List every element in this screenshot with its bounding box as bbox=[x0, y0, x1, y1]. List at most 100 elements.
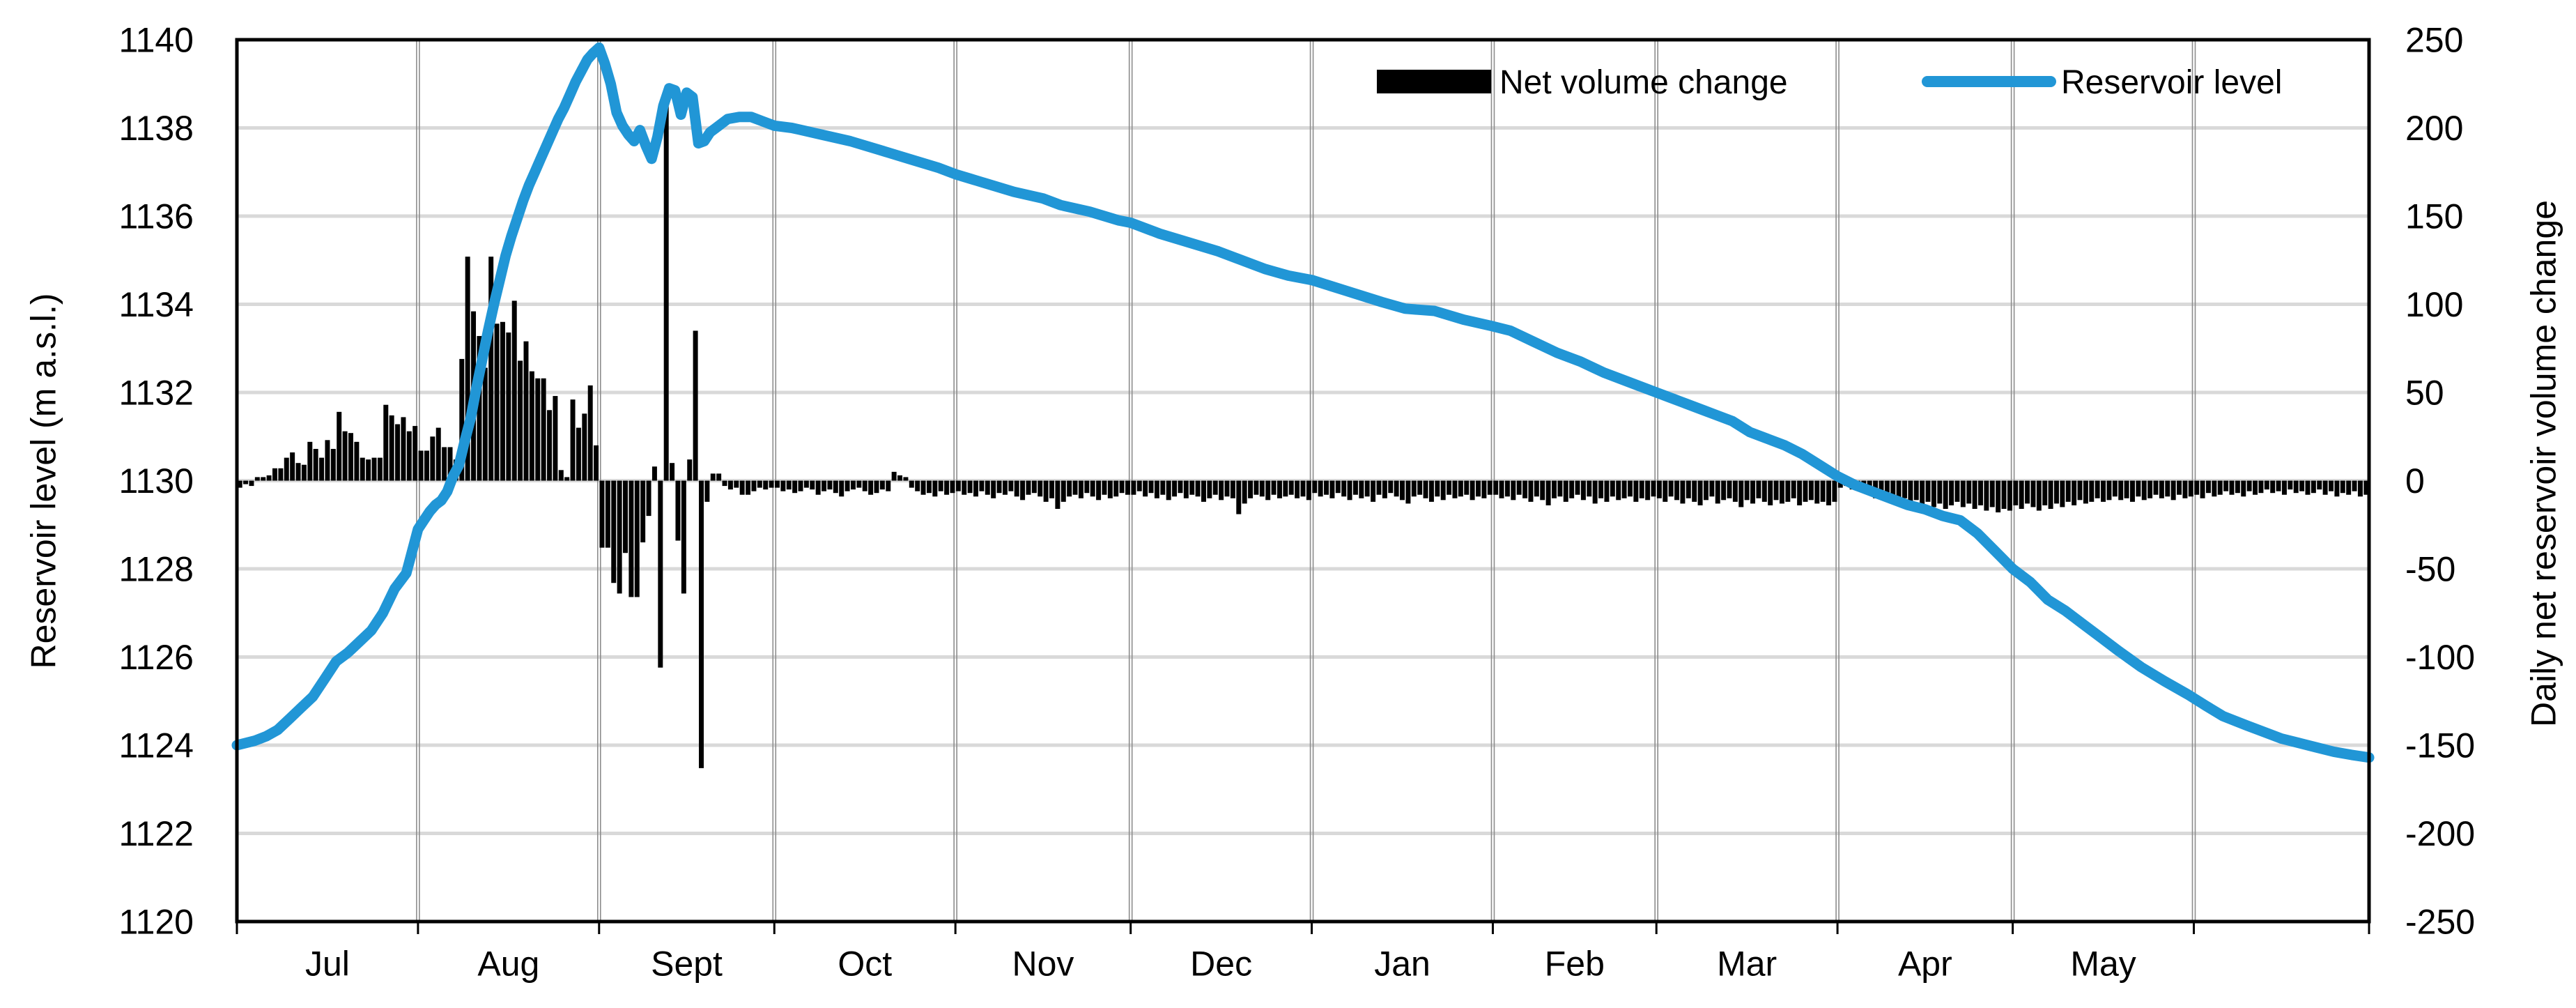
bar-net-volume-day bbox=[2095, 480, 2100, 498]
bar-net-volume-day bbox=[1820, 480, 1826, 502]
bar-net-volume-day bbox=[506, 332, 511, 481]
bar-net-volume-day bbox=[424, 450, 429, 481]
bar-net-volume-day bbox=[1516, 480, 1522, 495]
bar-net-volume-day bbox=[482, 367, 488, 481]
bar-net-volume-day bbox=[1423, 480, 1428, 498]
bar-net-volume-day bbox=[1300, 480, 1306, 497]
bar-net-volume-day bbox=[1709, 480, 1715, 497]
bar-net-volume-day bbox=[611, 480, 617, 583]
bar-net-volume-day bbox=[2048, 480, 2053, 509]
bar-net-volume-day bbox=[1931, 480, 1936, 507]
bar-net-volume-day bbox=[1633, 480, 1639, 502]
bar-net-volume-day bbox=[1160, 480, 1166, 495]
bar-net-volume-day bbox=[1031, 480, 1037, 494]
bar-net-volume-day bbox=[1049, 480, 1054, 498]
bar-net-volume-day bbox=[2317, 480, 2322, 490]
bar-net-volume-day bbox=[1055, 480, 1061, 509]
bar-net-volume-day bbox=[354, 441, 360, 481]
bar-net-volume-day bbox=[1405, 480, 1411, 504]
bar-net-volume-day bbox=[2258, 480, 2264, 494]
bar-net-volume-day bbox=[1084, 480, 1090, 494]
bar-net-volume-day bbox=[1884, 480, 1890, 501]
legend: Net volume change Reservoir level bbox=[1377, 64, 2282, 101]
bar-net-volume-day bbox=[2001, 480, 2007, 509]
bar-net-volume-day bbox=[2007, 480, 2012, 511]
bar-net-volume-day bbox=[1352, 480, 1358, 495]
bar-net-volume-day bbox=[1236, 480, 1242, 514]
bar-net-volume-day bbox=[651, 466, 657, 481]
bar-net-volume-day bbox=[360, 457, 365, 481]
right-axis-tick-label: 150 bbox=[2405, 197, 2463, 236]
bar-net-volume-day bbox=[1832, 480, 1837, 502]
x-axis-month-label: Oct bbox=[838, 945, 892, 984]
bar-net-volume-day bbox=[2357, 480, 2363, 497]
bar-net-volume-day bbox=[844, 480, 850, 491]
bar-net-volume-day bbox=[2065, 480, 2071, 502]
bar-net-volume-day bbox=[1189, 480, 1195, 495]
bar-net-volume-day bbox=[1826, 480, 1832, 505]
bar-net-volume-day bbox=[950, 480, 955, 494]
bar-net-volume-day bbox=[2101, 480, 2106, 502]
bar-net-volume-day bbox=[1259, 480, 1265, 497]
bar-net-volume-day bbox=[1803, 480, 1808, 502]
bar-net-volume-day bbox=[1908, 480, 1913, 504]
bar-net-volume-day bbox=[798, 480, 803, 491]
bar-net-volume-day bbox=[1528, 480, 1534, 502]
bar-net-volume-day bbox=[1136, 480, 1142, 491]
reservoir-level-polyline bbox=[231, 42, 2375, 763]
bar-net-volume-day bbox=[2188, 480, 2193, 497]
bar-net-volume-day bbox=[1797, 480, 1803, 505]
bar-net-volume-day bbox=[1686, 480, 1691, 498]
bar-net-volume-day bbox=[1020, 480, 1026, 501]
bar-net-volume-day bbox=[342, 431, 348, 481]
bar-net-volume-day bbox=[278, 468, 284, 481]
bar-net-volume-day bbox=[535, 378, 541, 481]
legend-bar-swatch bbox=[1377, 70, 1491, 93]
bar-net-volume-day bbox=[962, 480, 967, 495]
bar-net-volume-day bbox=[2311, 480, 2316, 494]
bar-net-volume-day bbox=[1347, 480, 1352, 501]
right-axis-tick-label: -200 bbox=[2405, 814, 2475, 853]
bar-net-volume-day bbox=[1674, 480, 1680, 501]
bar-net-volume-day bbox=[1329, 480, 1335, 498]
legend-bar-label: Net volume change bbox=[1499, 64, 1788, 101]
bar-net-volume-day bbox=[2346, 480, 2352, 495]
bar-net-volume-day bbox=[792, 480, 798, 494]
bar-net-volume-day bbox=[500, 321, 505, 481]
bar-net-volume-day bbox=[1511, 480, 1516, 501]
bar-net-volume-day bbox=[2025, 480, 2030, 504]
bar-net-volume-day bbox=[1212, 480, 1218, 495]
bar-net-volume-day bbox=[307, 441, 313, 481]
bar-net-volume-day bbox=[932, 480, 938, 497]
bar-net-volume-day bbox=[2276, 480, 2281, 491]
bar-net-volume-day bbox=[967, 480, 973, 494]
bar-net-volume-day bbox=[401, 417, 406, 481]
bar-net-volume-day bbox=[822, 480, 827, 491]
bar-net-volume-day bbox=[628, 480, 634, 597]
bar-net-volume-day bbox=[623, 480, 628, 553]
bar-net-volume-day bbox=[915, 480, 920, 491]
bar-net-volume-day bbox=[763, 480, 769, 490]
bar-net-volume-day bbox=[447, 447, 453, 481]
bar-net-volume-day bbox=[1680, 480, 1686, 504]
bar-net-volume-day bbox=[704, 480, 710, 502]
bar-net-volume-day bbox=[1265, 480, 1271, 501]
bar-net-volume-day bbox=[1096, 480, 1102, 501]
bar-net-volume-day bbox=[1072, 480, 1078, 495]
bar-net-volume-day bbox=[330, 448, 336, 481]
bar-net-volume-day bbox=[1154, 480, 1159, 498]
bar-net-volume-day bbox=[1470, 480, 1475, 501]
x-axis-month-label: Jan bbox=[1374, 945, 1430, 984]
bar-net-volume-day bbox=[1668, 480, 1674, 497]
bar-net-volume-day bbox=[769, 480, 774, 488]
bar-net-volume-day bbox=[897, 475, 903, 481]
bar-net-volume-day bbox=[1277, 480, 1282, 498]
right-axis-tick-label: -100 bbox=[2405, 638, 2475, 677]
bar-net-volume-day bbox=[272, 468, 277, 481]
bar-net-volume-day bbox=[2141, 480, 2147, 501]
bar-net-volume-day bbox=[1768, 480, 1773, 505]
bar-net-volume-day bbox=[377, 457, 383, 481]
bar-net-volume-day bbox=[710, 473, 716, 481]
right-axis-title: Daily net reservoir volume change bbox=[2524, 200, 2563, 727]
